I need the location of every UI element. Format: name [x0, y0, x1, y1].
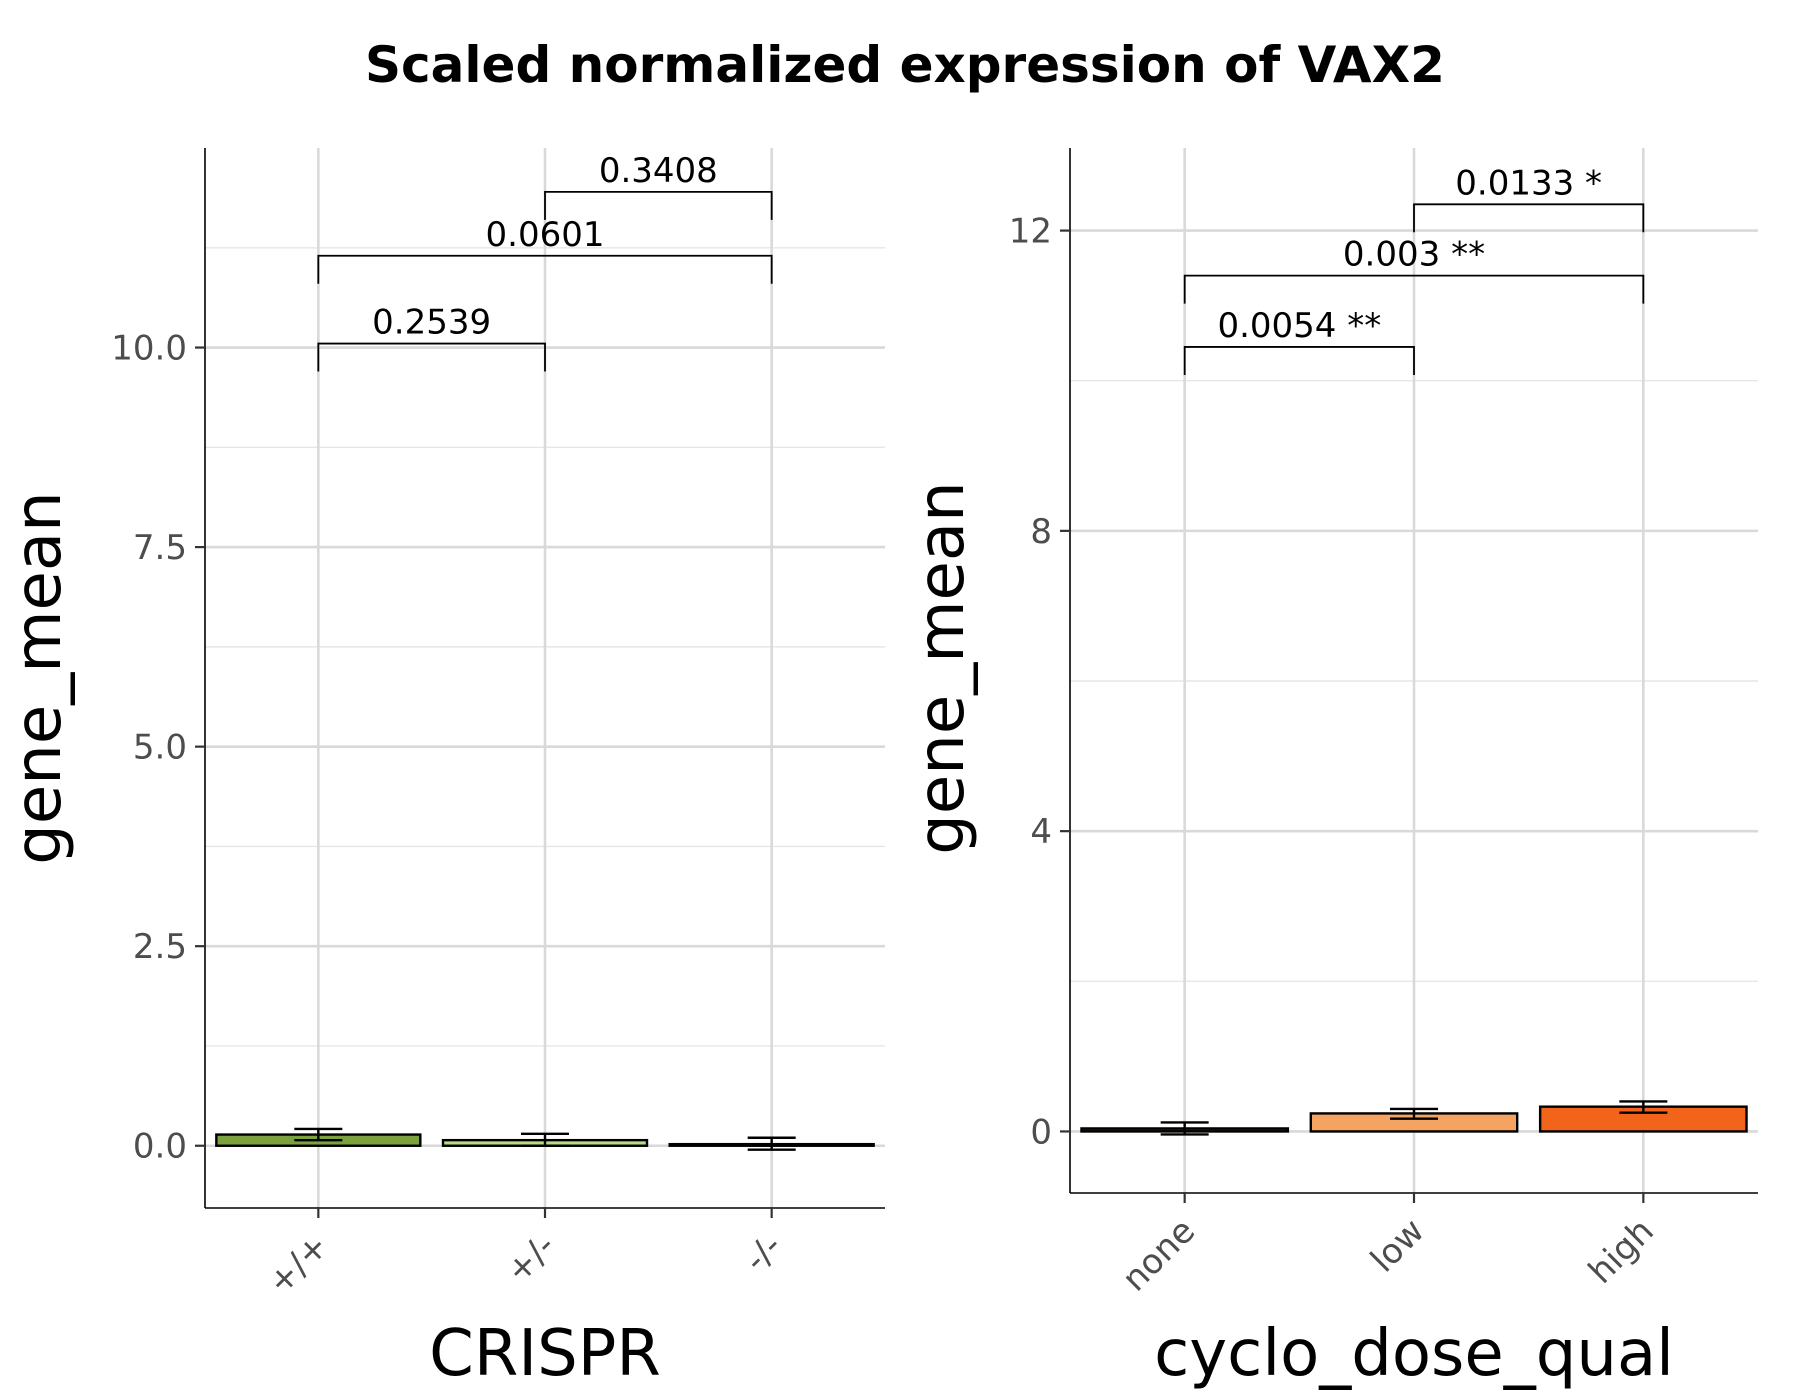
comparison-bracket: [544, 191, 773, 220]
comparison-bracket: [317, 342, 546, 372]
error-bar-none: [1160, 1121, 1209, 1136]
x-axis-title: CRISPR: [429, 1317, 661, 1391]
y-tick-label: 4: [1030, 812, 1052, 852]
y-tick-label: 0.0: [133, 1127, 187, 1167]
p-value-label: 0.0054 **: [1217, 306, 1381, 346]
p-value-label: 0.0133 *: [1455, 163, 1602, 203]
comparison-bracket: [1183, 274, 1645, 304]
y-tick-label: 5.0: [133, 728, 187, 768]
x-axis-title: cyclo_dose_qual: [1154, 1317, 1674, 1391]
y-tick-label: 8: [1030, 512, 1052, 552]
error-bar-+/-: [521, 1132, 569, 1147]
y-axis-title: gene_mean: [905, 481, 979, 854]
error-bar-+/+: [294, 1127, 343, 1142]
x-tick-label: high: [1581, 1211, 1662, 1292]
p-value-label: 0.0601: [486, 215, 605, 255]
y-tick-label: 7.5: [133, 528, 187, 568]
figure-title: Scaled normalized expression of VAX2: [365, 36, 1445, 94]
p-value-label: 0.3408: [599, 151, 718, 191]
error-bar-high: [1619, 1100, 1668, 1114]
error-bar--/-: [747, 1136, 796, 1151]
y-axis-title: gene_mean: [2, 491, 76, 864]
p-value-label: 0.003 **: [1343, 235, 1485, 275]
x-tick-label: -/-: [736, 1226, 790, 1280]
comparison-bracket: [1183, 346, 1415, 375]
x-tick-label: +/-: [498, 1226, 563, 1291]
y-tick-label: 12: [1009, 212, 1052, 252]
p-value-label: 0.2539: [372, 303, 491, 343]
x-tick-label: +/+: [260, 1226, 337, 1303]
y-tick-label: 0: [1030, 1112, 1052, 1152]
comparison-bracket: [1413, 203, 1645, 233]
comparison-bracket: [317, 254, 773, 284]
error-bar-low: [1390, 1107, 1438, 1120]
panel-cyclo-dose: 0 4 8 12 none low high 0.0054 ** 0.003 ** 0.0133 …: [905, 148, 1758, 1391]
x-tick-label: none: [1115, 1211, 1203, 1299]
y-tick-label: 10.0: [111, 329, 187, 369]
y-tick-label: 2.5: [133, 927, 187, 967]
panel-crispr: 0.0 2.5 5.0 7.5 10.0 +/+ +/- -/- 0.2539 0.0601 0.3…: [2, 148, 885, 1391]
x-tick-label: low: [1363, 1211, 1432, 1280]
